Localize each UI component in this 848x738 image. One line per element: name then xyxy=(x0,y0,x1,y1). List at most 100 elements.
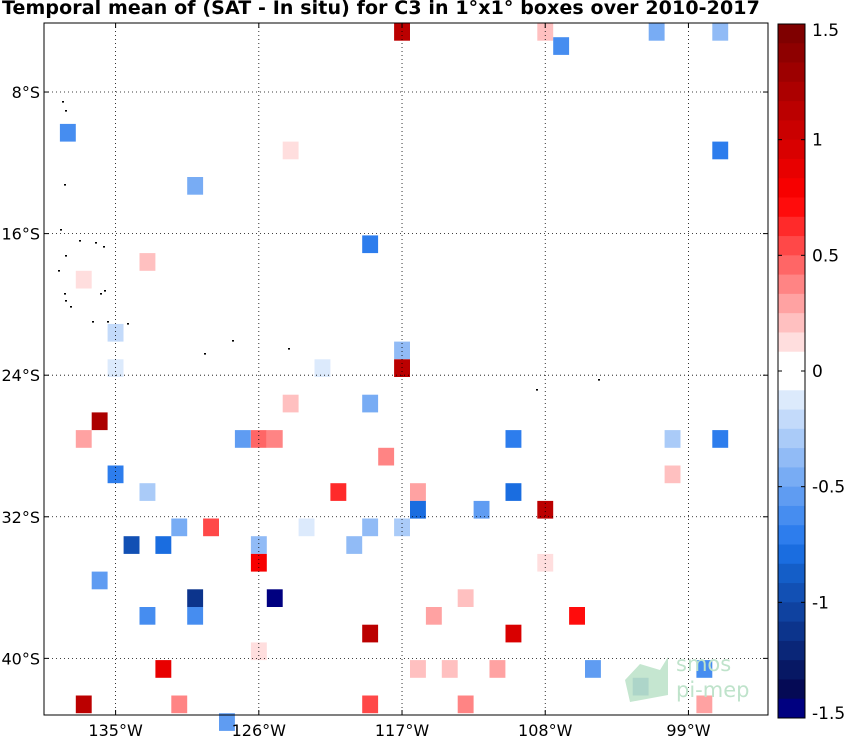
colorbar-swatch-9 xyxy=(778,197,805,218)
data-cell-29 xyxy=(139,483,156,501)
data-cell-54 xyxy=(425,607,442,625)
island-dot-6 xyxy=(103,246,105,248)
data-cell-70 xyxy=(696,695,713,714)
colorbar-swatch-22 xyxy=(778,448,805,468)
smos-pi-mep-logo: smos pi-mep xyxy=(625,652,749,702)
data-cell-53 xyxy=(187,607,204,625)
data-cell-37 xyxy=(171,518,188,537)
data-cell-13 xyxy=(107,359,124,377)
island-dot-11 xyxy=(104,290,106,292)
data-cell-55 xyxy=(569,607,585,625)
colorbar-label-5: -1 xyxy=(812,593,829,613)
grid-lines xyxy=(44,23,768,715)
colorbar-swatch-10 xyxy=(778,216,805,237)
data-cell-52 xyxy=(139,607,156,625)
data-cell-39 xyxy=(298,518,315,537)
data-cell-3 xyxy=(648,23,665,41)
colorbar-swatch-4 xyxy=(778,101,805,121)
data-cell-31 xyxy=(410,483,426,501)
data-cell-17 xyxy=(282,394,299,413)
data-cell-18 xyxy=(362,394,379,413)
island-markers xyxy=(58,101,600,391)
colorbar-swatch-15 xyxy=(778,313,805,333)
data-cell-16 xyxy=(314,359,331,377)
data-cell-27 xyxy=(712,430,729,448)
data-cell-63 xyxy=(585,660,601,678)
island-dot-5 xyxy=(95,242,97,244)
colorbar-swatch-34 xyxy=(778,679,805,700)
island-dot-15 xyxy=(107,321,109,323)
data-cell-11 xyxy=(75,270,92,289)
data-cell-64 xyxy=(696,660,713,678)
x-tick-label-4: 99°W xyxy=(666,721,710,738)
data-cell-24 xyxy=(378,447,395,466)
data-cell-43 xyxy=(155,536,172,554)
x-tick-label-0: 135°W xyxy=(88,721,143,738)
x-tick-label-3: 108°W xyxy=(518,721,573,738)
island-dot-13 xyxy=(70,306,72,308)
colorbar: 1.5 1 0.5 0 -0.5 -1 -1.5 xyxy=(777,21,845,724)
data-cell-45 xyxy=(346,536,363,554)
data-cell-51 xyxy=(457,589,474,607)
data-cell-12 xyxy=(107,323,124,342)
colorbar-swatch-27 xyxy=(778,544,805,565)
colorbar-swatch-33 xyxy=(778,660,805,680)
colorbar-swatch-11 xyxy=(778,236,805,256)
data-cell-20 xyxy=(75,430,92,448)
data-cell-32 xyxy=(505,483,522,501)
colorbar-label-0: 1.5 xyxy=(812,21,839,41)
data-cell-8 xyxy=(187,177,204,195)
data-cell-19 xyxy=(91,412,108,431)
data-cell-57 xyxy=(505,624,522,643)
colorbar-swatch-28 xyxy=(778,563,805,584)
island-dot-9 xyxy=(64,293,66,295)
colorbar-swatch-2 xyxy=(778,62,805,83)
colorbar-swatch-7 xyxy=(778,158,805,179)
data-cell-56 xyxy=(362,624,379,643)
island-dot-7 xyxy=(65,255,67,257)
colorbar-swatch-14 xyxy=(778,293,805,314)
y-tick-label-2: 24°S xyxy=(1,366,40,385)
y-tick-label-0: 8°S xyxy=(12,83,40,102)
island-dot-4 xyxy=(79,240,81,242)
data-cell-69 xyxy=(457,695,474,714)
colorbar-swatch-13 xyxy=(778,274,805,295)
island-dot-3 xyxy=(60,229,62,231)
data-cell-5 xyxy=(59,123,76,142)
data-cell-42 xyxy=(123,536,140,554)
data-cell-21 xyxy=(234,430,251,448)
colorbar-label-3: 0 xyxy=(812,362,823,382)
island-dot-2 xyxy=(64,184,66,186)
colorbar-swatch-23 xyxy=(778,467,805,488)
data-cell-61 xyxy=(441,660,458,678)
data-cell-49 xyxy=(187,589,204,607)
colorbar-swatch-29 xyxy=(778,583,805,603)
colorbar-swatch-20 xyxy=(778,409,805,430)
island-dot-18 xyxy=(232,340,234,342)
data-cell-14 xyxy=(394,341,410,360)
data-cells xyxy=(59,23,729,731)
colorbar-swatch-16 xyxy=(778,332,805,353)
data-cell-10 xyxy=(139,253,156,271)
island-dot-16 xyxy=(127,323,129,325)
logo-mark-shape xyxy=(625,657,668,702)
data-cell-22 xyxy=(250,430,267,448)
y-tick-label-3: 32°S xyxy=(1,508,40,527)
y-tick-label-4: 40°S xyxy=(1,649,40,668)
colorbar-swatch-0 xyxy=(778,24,805,44)
island-dot-14 xyxy=(92,321,94,323)
colorbar-label-1: 1 xyxy=(812,131,823,151)
data-cell-30 xyxy=(330,483,347,501)
colorbar-swatch-3 xyxy=(778,81,805,102)
island-dot-21 xyxy=(598,379,600,381)
colorbar-swatch-19 xyxy=(778,390,805,410)
colorbar-swatch-1 xyxy=(778,43,805,63)
data-cell-6 xyxy=(712,141,729,160)
island-dot-12 xyxy=(65,300,67,302)
data-cell-35 xyxy=(473,500,490,519)
colorbar-swatch-18 xyxy=(778,371,805,391)
data-cell-23 xyxy=(266,430,283,448)
data-cell-50 xyxy=(266,589,283,607)
colorbar-swatch-12 xyxy=(778,255,805,276)
y-axis: 8°S 16°S 24°S 32°S 40°S xyxy=(1,83,768,668)
